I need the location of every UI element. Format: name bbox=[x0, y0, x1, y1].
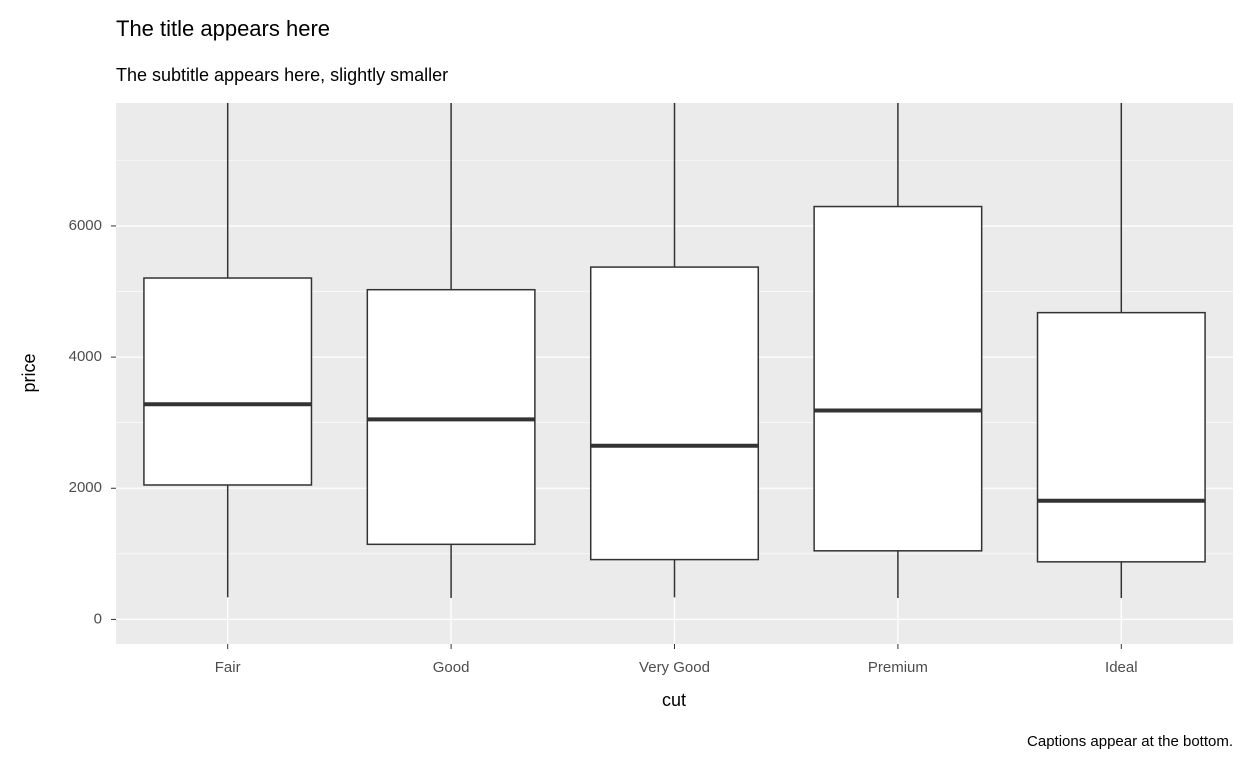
box bbox=[1036, 311, 1206, 563]
box bbox=[143, 277, 313, 486]
x-tick-label: Ideal bbox=[1105, 659, 1138, 676]
x-tick-label: Premium bbox=[868, 659, 928, 676]
labels: 0 2000 4000 6000 Fair Good Very Good Premium Ide… bbox=[69, 217, 1138, 676]
marks bbox=[143, 103, 1206, 599]
y-axis-title: price bbox=[19, 353, 39, 392]
box bbox=[366, 288, 536, 546]
x-axis-title: cut bbox=[662, 690, 686, 710]
y-tick-label: 0 bbox=[94, 610, 102, 627]
x-tick-label: Very Good bbox=[639, 659, 710, 676]
x-tick-label: Fair bbox=[215, 659, 241, 676]
box bbox=[589, 266, 760, 561]
chart-title: The title appears here bbox=[116, 16, 330, 41]
caption: Captions appear at the bottom. bbox=[1027, 733, 1233, 750]
y-tick-label: 2000 bbox=[69, 479, 102, 496]
box bbox=[813, 205, 983, 552]
y-tick-label: 4000 bbox=[69, 348, 102, 365]
x-tick-label: Good bbox=[433, 659, 470, 676]
y-tick-label: 6000 bbox=[69, 217, 102, 234]
chart-subtitle: The subtitle appears here, slightly smal… bbox=[116, 65, 448, 85]
